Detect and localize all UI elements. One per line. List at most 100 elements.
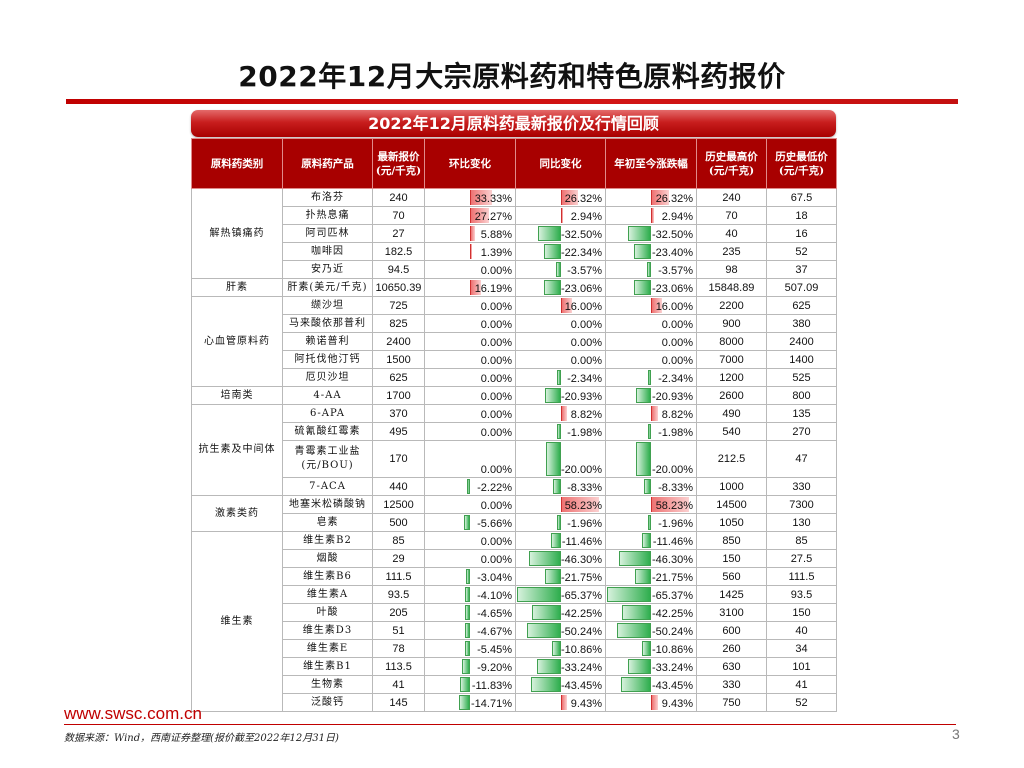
low-price-cell: 16	[766, 224, 837, 243]
table-row: 马来酸依那普利 825 0.00% 0.00% 0.00% 900 380	[192, 314, 837, 333]
table-row: 生物素 41 -11.83% -43.45% -43.45% 330 41	[192, 675, 837, 694]
high-price-cell: 98	[696, 260, 767, 279]
product-cell: 生物素	[282, 675, 373, 694]
mom-cell: -4.65%	[424, 603, 516, 622]
yoy-value: -10.86%	[561, 644, 602, 656]
ytd-cell: 0.00%	[605, 350, 697, 369]
mom-value: -5.45%	[477, 644, 512, 656]
mom-cell: 0.00%	[424, 332, 516, 351]
yoy-value: -20.93%	[561, 391, 602, 403]
table-row: 咖啡因 182.5 1.39% -22.34% -23.40% 235 52	[192, 242, 837, 261]
product-cell: 维生素E	[282, 639, 373, 658]
ytd-cell: -8.33%	[605, 477, 697, 496]
footer-url[interactable]: www.swsc.com.cn	[64, 704, 202, 723]
yoy-value: -11.46%	[561, 536, 602, 548]
high-price-cell: 7000	[696, 350, 767, 369]
product-cell: 硫氰酸红霉素	[282, 422, 373, 441]
price-cell: 12500	[372, 495, 425, 514]
low-price-cell: 52	[766, 693, 837, 712]
ytd-cell: -32.50%	[605, 224, 697, 243]
low-price-cell: 93.5	[766, 585, 837, 604]
ytd-negative-bar	[642, 641, 651, 656]
mom-value: -9.20%	[477, 662, 512, 674]
mom-value: 0.00%	[480, 427, 512, 439]
price-table-container: 原料药类别 原料药产品 最新报价 (元/千克) 环比变化 同比变化 年初至今涨跌…	[191, 138, 837, 712]
yoy-cell: -21.75%	[515, 567, 606, 586]
table-body: 解热镇痛药 布洛芬 240 33.33% 26.32% 26.32% 240 67.5 扑热息痛…	[191, 188, 837, 712]
mom-negative-bar	[466, 569, 470, 584]
ytd-cell: -1.98%	[605, 422, 697, 441]
yoy-value: 9.43%	[570, 698, 602, 710]
high-price-cell: 1425	[696, 585, 767, 604]
low-price-cell: 37	[766, 260, 837, 279]
price-cell: 170	[372, 440, 425, 478]
yoy-positive-bar	[560, 298, 572, 313]
ytd-cell: -21.75%	[605, 567, 697, 586]
mom-cell: 0.00%	[424, 296, 516, 315]
table-row: 解热镇痛药 布洛芬 240 33.33% 26.32% 26.32% 240 67.5	[191, 188, 837, 279]
mom-value: -14.71%	[471, 698, 512, 710]
mom-value: 16.19%	[474, 283, 512, 295]
price-cell: 111.5	[372, 567, 425, 586]
price-cell: 1700	[372, 386, 425, 405]
yoy-cell: -11.46%	[515, 531, 606, 550]
low-price-cell: 85	[766, 531, 837, 550]
low-price-cell: 625	[766, 296, 837, 315]
low-price-cell: 34	[766, 639, 837, 658]
ytd-value: -21.75%	[652, 572, 693, 584]
low-price-cell: 330	[766, 477, 837, 496]
low-price-cell: 67.5	[766, 188, 837, 207]
yoy-negative-bar	[556, 262, 561, 277]
ytd-value: -1.96%	[658, 518, 693, 530]
yoy-negative-bar	[516, 587, 561, 602]
footer-divider	[64, 724, 956, 725]
yoy-cell: -46.30%	[515, 549, 606, 568]
yoy-value: -1.96%	[567, 518, 602, 530]
ytd-negative-bar	[643, 479, 651, 494]
low-price-cell: 40	[766, 621, 837, 640]
ytd-cell: -23.40%	[605, 242, 697, 261]
mom-cell: 0.00%	[424, 368, 516, 387]
product-cell: 维生素D3	[282, 621, 373, 640]
mom-negative-bar	[465, 623, 470, 638]
ytd-cell: 26.32%	[605, 188, 697, 207]
ytd-cell: -43.45%	[605, 675, 697, 694]
ytd-negative-bar	[621, 677, 651, 692]
table-row: 叶酸 205 -4.65% -42.25% -42.25% 3100 150	[192, 603, 837, 622]
yoy-value: 16.00%	[564, 301, 602, 313]
yoy-negative-bar	[544, 569, 561, 584]
ytd-negative-bar	[647, 370, 651, 385]
table-row: 扑热息痛 70 27.27% 2.94% 2.94% 70 18	[192, 206, 837, 225]
yoy-cell: 2.94%	[515, 206, 606, 225]
ytd-value: -8.33%	[658, 482, 693, 494]
header-low: 历史最低价 (元/千克)	[766, 138, 837, 189]
ytd-positive-bar	[651, 695, 659, 710]
mom-negative-bar	[466, 479, 470, 494]
ytd-value: -50.24%	[652, 626, 693, 638]
ytd-value: -42.25%	[652, 608, 693, 620]
table-row: 维生素D3 51 -4.67% -50.24% -50.24% 600 40	[192, 621, 837, 640]
low-price-cell: 150	[766, 603, 837, 622]
table-row: 安乃近 94.5 0.00% -3.57% -3.57% 98 37	[192, 260, 837, 279]
high-price-cell: 2200	[696, 296, 767, 315]
mom-cell: 0.00%	[424, 495, 516, 514]
mom-cell: -5.66%	[424, 513, 516, 532]
yoy-negative-bar	[529, 551, 561, 566]
ytd-negative-bar	[635, 388, 651, 403]
price-cell: 94.5	[372, 260, 425, 279]
table-row: 7-ACA 440 -2.22% -8.33% -8.33% 1000 330	[192, 477, 837, 496]
price-cell: 70	[372, 206, 425, 225]
yoy-negative-bar	[544, 244, 561, 259]
mom-negative-bar	[465, 587, 470, 602]
mom-value: 0.00%	[480, 319, 512, 331]
low-price-cell: 7300	[766, 495, 837, 514]
low-price-cell: 507.09	[766, 278, 837, 297]
yoy-cell: 9.43%	[515, 693, 606, 712]
high-price-cell: 600	[696, 621, 767, 640]
mom-value: 0.00%	[480, 409, 512, 421]
ytd-value: -10.86%	[652, 644, 693, 656]
ytd-value: -46.30%	[652, 554, 693, 566]
mom-cell: 0.00%	[424, 314, 516, 333]
mom-cell: 0.00%	[424, 404, 516, 423]
product-cell: 厄贝沙坦	[282, 368, 373, 387]
